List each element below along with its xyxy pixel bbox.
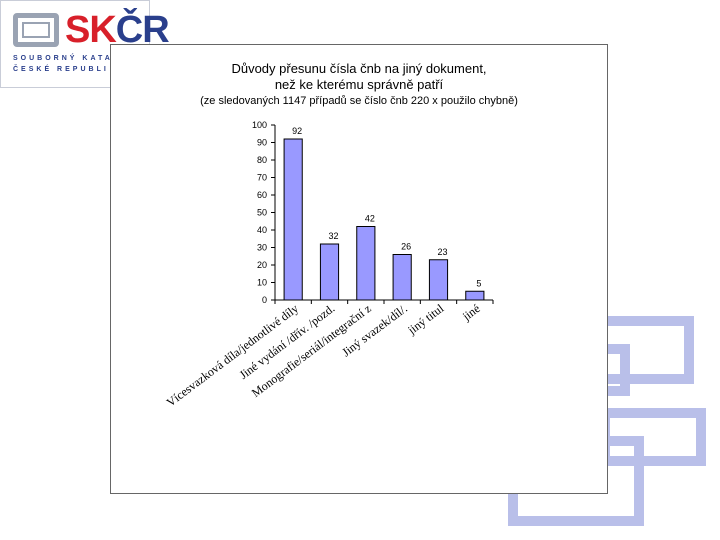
y-tick-label: 90	[257, 138, 267, 148]
y-tick-label: 0	[262, 295, 267, 305]
bar-chart-svg: 0 10 20 30 40 50 60 70 80 90 100 92 Vícesvazková díl…	[164, 120, 494, 409]
monitor-icon	[13, 13, 59, 47]
chart-subtitle: (ze sledovaných 1147 případů se číslo čn…	[200, 95, 518, 107]
category-label: jiný titul	[404, 301, 447, 338]
chart-title-line1: Důvody přesunu čísla čnb na jiný dokumen…	[231, 61, 487, 76]
category-label: Vícesvazková díla/jednotlivé díly	[164, 301, 301, 409]
y-tick-label: 60	[257, 190, 267, 200]
data-label: 42	[365, 214, 375, 224]
y-tick-label: 10	[257, 278, 267, 288]
data-label: 5	[476, 278, 481, 288]
bar	[465, 290, 485, 301]
category-label: jiné	[459, 301, 483, 324]
y-tick-label: 100	[252, 120, 267, 130]
data-label: 26	[401, 242, 411, 252]
y-tick-label: 20	[257, 260, 267, 270]
y-tick-label: 30	[257, 243, 267, 253]
chart-title-line2: než ke kterému správně patří	[274, 77, 444, 92]
bar	[428, 259, 449, 301]
bar	[319, 243, 340, 301]
y-tick-label: 80	[257, 155, 267, 165]
bar	[356, 226, 376, 301]
logo-text-line2: ČESKÉ REPUBLI	[13, 66, 109, 73]
chart: Důvody přesunu čísla čnb na jiný dokumen…	[110, 44, 608, 494]
logo-text-line1: SOUBORNÝ KATA	[13, 55, 113, 62]
data-label: 32	[328, 231, 338, 241]
data-label: 23	[437, 247, 447, 257]
logo-mark-left: SK	[65, 9, 117, 51]
bar	[283, 138, 303, 301]
bar	[392, 254, 412, 301]
data-label: 92	[292, 126, 302, 136]
y-tick-label: 50	[257, 208, 267, 218]
y-tick-label: 70	[257, 173, 267, 183]
y-tick-label: 40	[257, 225, 267, 235]
